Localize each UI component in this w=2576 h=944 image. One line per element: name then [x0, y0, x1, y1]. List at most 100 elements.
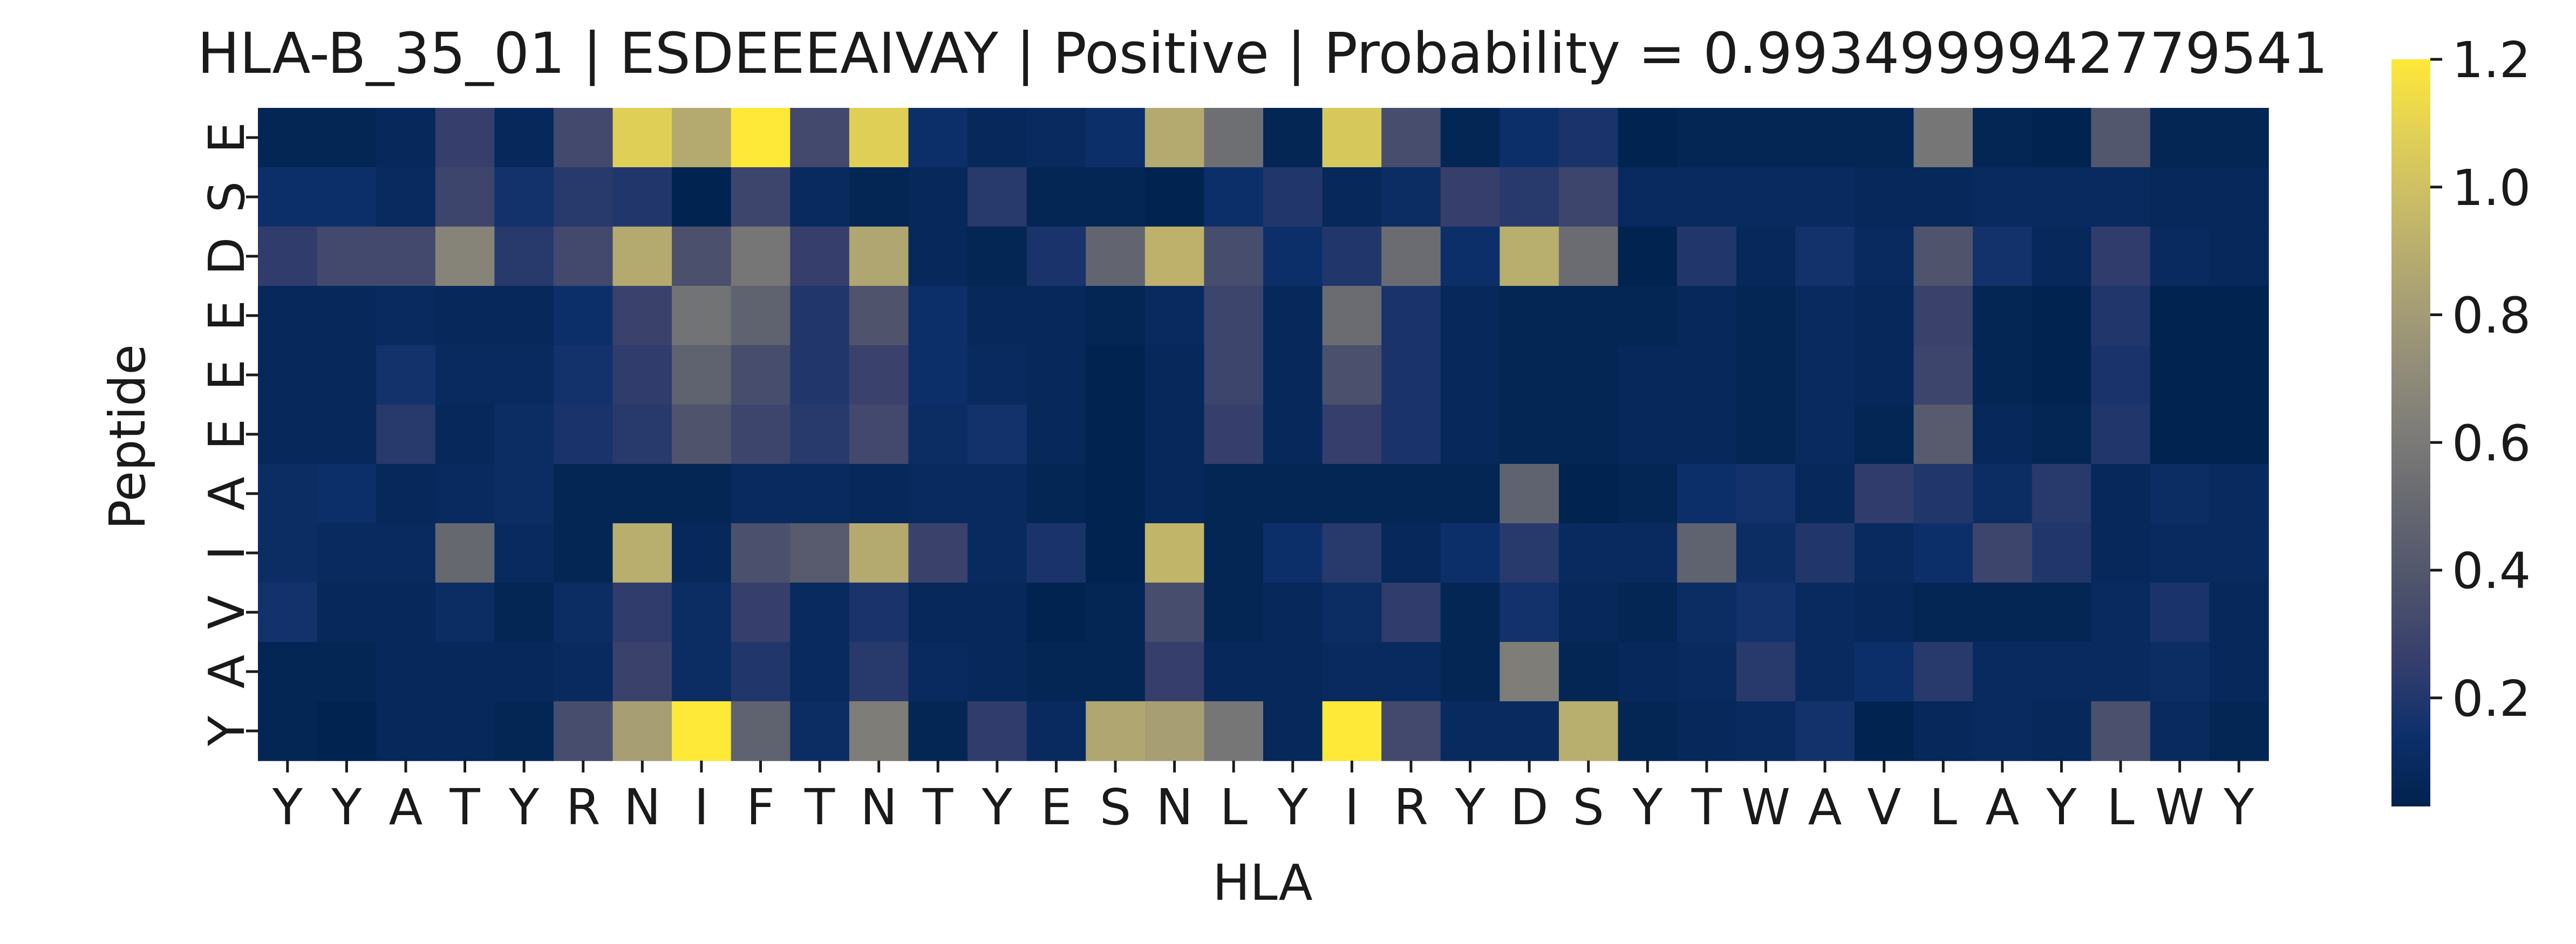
y-tick-label: E: [198, 122, 256, 153]
heatmap-cell: [553, 227, 614, 286]
heatmap-cell: [2032, 167, 2092, 227]
heatmap-cell: [849, 227, 909, 286]
heatmap-cell: [1086, 405, 1146, 464]
heatmap-cell: [2150, 583, 2210, 642]
heatmap-cell: [2032, 583, 2092, 642]
heatmap-cell: [376, 345, 436, 405]
heatmap-cell: [1440, 405, 1501, 464]
heatmap-cell: [1500, 642, 1559, 702]
heatmap-cell: [1795, 701, 1855, 761]
heatmap-cell: [1618, 405, 1678, 464]
heatmap-cell: [1322, 345, 1382, 405]
heatmap-cell: [1086, 108, 1146, 168]
heatmap-cell: [376, 464, 436, 524]
heatmap-cell: [494, 701, 554, 761]
heatmap-cell: [790, 345, 850, 405]
heatmap-cell: [612, 345, 672, 405]
heatmap-cell: [1440, 167, 1501, 227]
heatmap-cell: [1913, 345, 1973, 405]
heatmap-cell: [376, 108, 436, 168]
x-tick-label: R: [566, 778, 601, 836]
heatmap-cell: [494, 405, 554, 464]
heatmap-cell: [1263, 523, 1323, 583]
heatmap-cell: [1677, 583, 1737, 642]
heatmap-cell: [612, 583, 672, 642]
heatmap-cell: [1500, 464, 1559, 524]
heatmap-cell: [1263, 227, 1323, 286]
heatmap-cell: [2209, 167, 2269, 227]
colorbar-tick-label: 0.2: [2452, 670, 2531, 728]
heatmap-cell: [790, 167, 850, 227]
heatmap-cell: [1558, 345, 1619, 405]
heatmap-cell: [1973, 583, 2033, 642]
heatmap-cell: [1677, 405, 1737, 464]
heatmap-cell: [1854, 227, 1914, 286]
heatmap-cell: [1854, 464, 1914, 524]
x-tick-label: R: [1394, 778, 1428, 836]
heatmap-cell: [1144, 642, 1205, 702]
heatmap-cell: [908, 701, 968, 761]
heatmap-cell: [1795, 523, 1855, 583]
y-tick-label: I: [198, 545, 256, 560]
y-tick-label: V: [198, 595, 256, 629]
heatmap-cell: [1913, 523, 1973, 583]
heatmap-cell: [908, 345, 968, 405]
colorbar-tick-label: 1.0: [2452, 159, 2531, 217]
heatmap-cell: [908, 642, 968, 702]
heatmap-cell: [1026, 345, 1087, 405]
heatmap-cell: [1736, 227, 1796, 286]
heatmap-cell: [1973, 701, 2033, 761]
heatmap-cell: [908, 405, 968, 464]
heatmap-cell: [258, 642, 318, 702]
heatmap-cell: [1795, 642, 1855, 702]
heatmap-cell: [1500, 345, 1559, 405]
heatmap-cell: [1263, 464, 1323, 524]
heatmap-cell: [731, 286, 791, 346]
heatmap-cell: [1795, 583, 1855, 642]
heatmap-cell: [790, 464, 850, 524]
heatmap-cell: [1795, 464, 1855, 524]
heatmap-cell: [1973, 523, 2033, 583]
heatmap-cell: [1026, 167, 1087, 227]
x-tick-label: T: [922, 778, 953, 836]
heatmap-cell: [849, 464, 909, 524]
heatmap-cell: [672, 464, 732, 524]
x-tick-label: Y: [1632, 778, 1663, 836]
heatmap-cell: [672, 286, 732, 346]
heatmap-cell: [1440, 345, 1501, 405]
heatmap-cell: [1677, 286, 1737, 346]
heatmap-cell: [672, 227, 732, 286]
x-tick-label: T: [804, 778, 835, 836]
heatmap-cell: [1322, 523, 1382, 583]
heatmap-cell: [908, 583, 968, 642]
heatmap-cell: [1144, 345, 1205, 405]
heatmap-cell: [1322, 405, 1382, 464]
heatmap-cell: [1795, 227, 1855, 286]
heatmap-cell: [553, 405, 614, 464]
heatmap-cell: [435, 583, 495, 642]
heatmap-cell: [1913, 286, 1973, 346]
heatmap-cell: [1263, 583, 1323, 642]
heatmap-cell: [2091, 345, 2151, 405]
heatmap-cell: [317, 464, 377, 524]
chart-title: HLA-B_35_01 | ESDEEEAIVAY | Positive | P…: [197, 20, 2328, 86]
heatmap-cell: [376, 523, 436, 583]
heatmap-cell: [1795, 167, 1855, 227]
heatmap-cell: [2032, 227, 2092, 286]
heatmap-cell: [612, 701, 672, 761]
heatmap-cell: [1973, 227, 2033, 286]
y-tick-label: Y: [198, 715, 256, 747]
x-tick-label: W: [2155, 778, 2204, 836]
heatmap-cell: [1736, 108, 1796, 168]
x-tick-label: A: [1808, 778, 1842, 836]
heatmap-cell: [1381, 523, 1441, 583]
heatmap-cell: [1381, 583, 1441, 642]
colorbar: [2391, 59, 2430, 806]
x-tick-label: I: [1345, 778, 1359, 836]
heatmap-cell: [1973, 108, 2033, 168]
heatmap-cell: [317, 345, 377, 405]
heatmap-cell: [1440, 286, 1501, 346]
heatmap-cell: [1500, 523, 1559, 583]
x-tick-label: T: [449, 778, 480, 836]
